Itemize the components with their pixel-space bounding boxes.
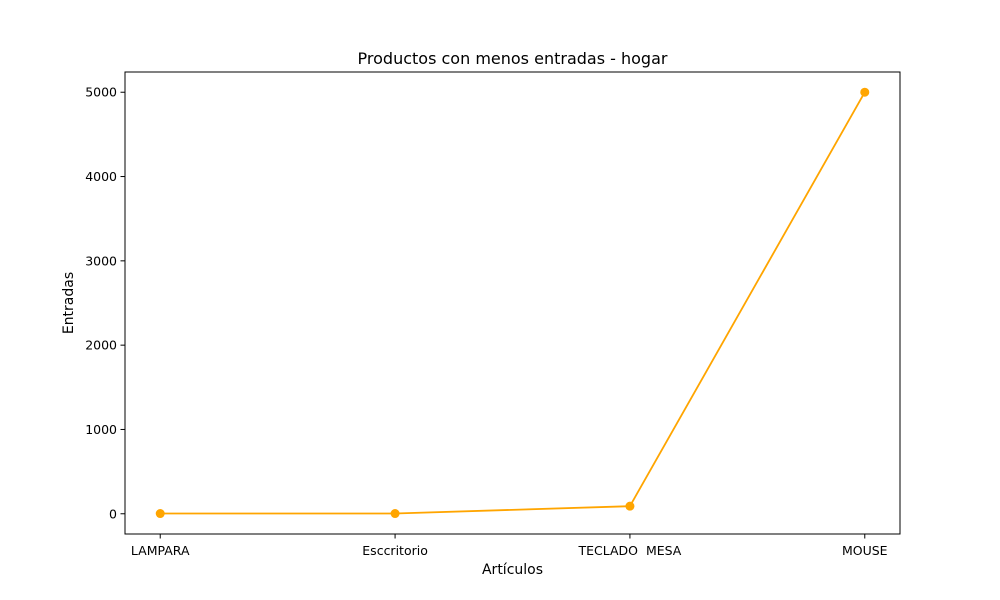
y-tick-label: 0 [109,506,117,521]
x-axis-label: Artículos [482,562,543,578]
y-axis-label: Entradas [61,272,77,334]
x-axis: LAMPARA Esccritorio TECLADO MESA MOUSE [131,534,888,558]
x-tick-label: TECLADO MESA [577,543,681,558]
chart-title: Productos con menos entradas - hogar [358,49,668,68]
data-point-esccritorio [390,509,400,519]
x-tick-label: LAMPARA [131,543,190,558]
y-tick-label: 1000 [85,422,117,437]
y-tick-label: 2000 [85,338,117,353]
y-tick-label: 5000 [85,85,117,100]
x-tick-label: MOUSE [842,543,888,558]
plot-area [155,87,870,519]
y-axis: 0 1000 2000 3000 4000 5000 [85,85,125,521]
series-line [160,91,866,515]
data-point-lampara [155,509,165,519]
x-tick-label: Esccritorio [362,543,428,558]
axes-frame [124,71,901,535]
y-tick-label: 4000 [85,169,117,184]
data-point-mouse [860,87,870,97]
data-point-teclado-mesa [625,501,635,511]
y-tick-label: 3000 [85,253,117,268]
